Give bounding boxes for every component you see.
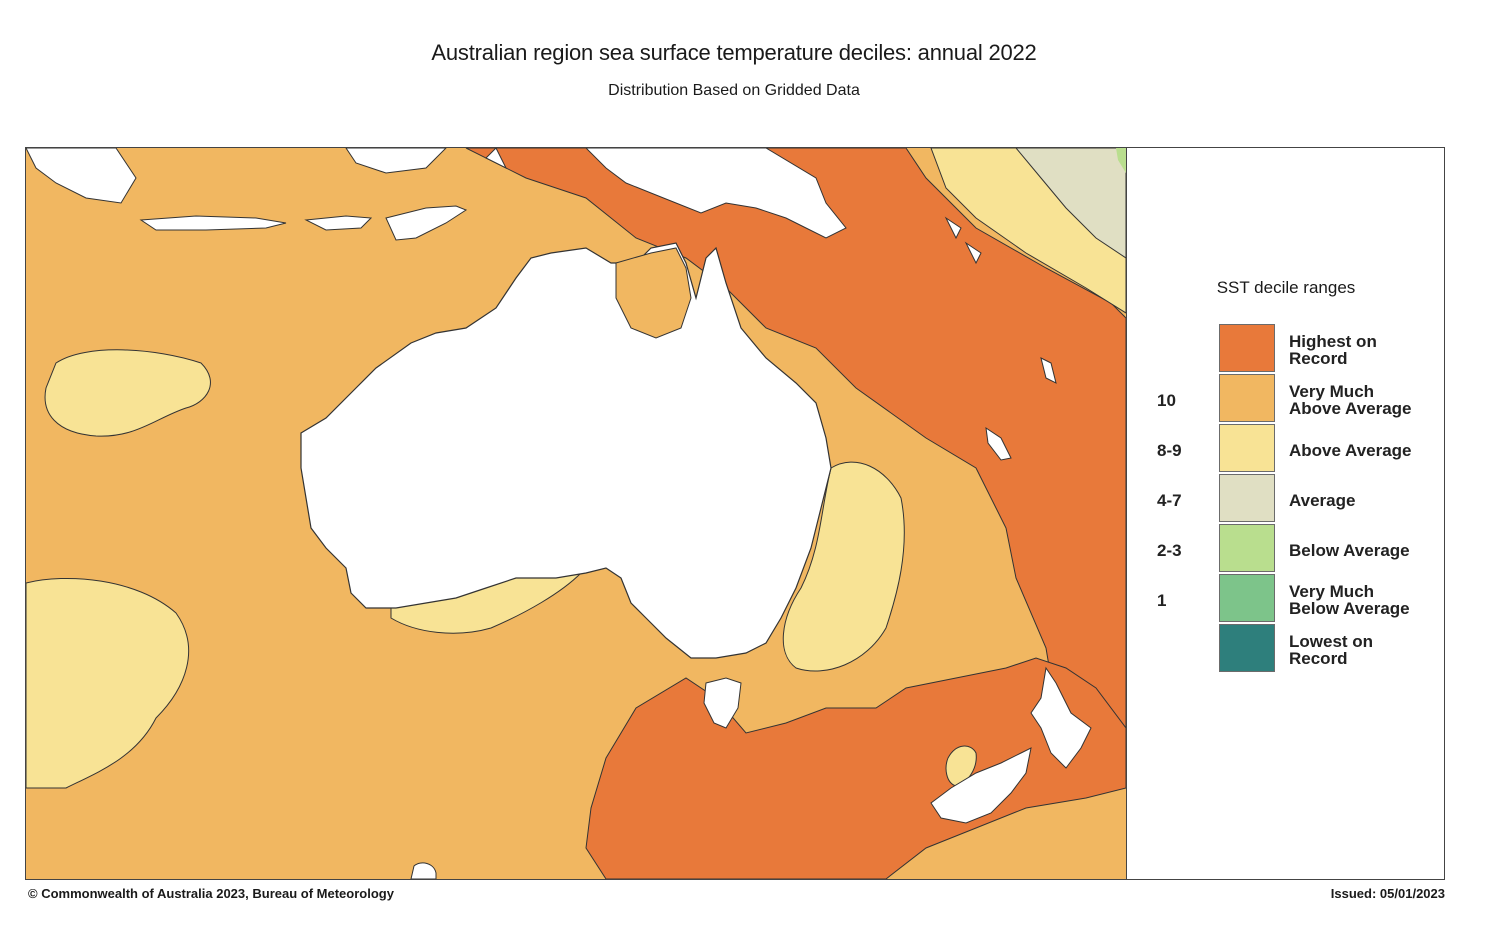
map-title: Australian region sea surface temperatur…	[431, 40, 1037, 65]
legend-label-lowest-on-record: Lowest on Record	[1289, 632, 1374, 668]
small-islet	[410, 862, 437, 879]
decile-number-4-7: 4-7	[1157, 491, 1182, 510]
gulf-of-carpentaria	[615, 247, 692, 339]
legend-swatch-very-much-below-average	[1219, 574, 1275, 622]
map-subtitle: Distribution Based on Gridded Data	[608, 82, 860, 99]
region-above-average-southwest	[26, 577, 190, 789]
legend-swatch-highest-on-record	[1219, 324, 1275, 372]
legend-label-very-much-below-average: Very Much Below Average	[1289, 582, 1410, 618]
legend-swatch-below-average	[1219, 524, 1275, 572]
australia-mainland	[300, 242, 832, 659]
region-above-average-east-coast	[782, 461, 905, 672]
legend-label-highest-on-record: Highest on Record	[1289, 332, 1377, 368]
decile-number-2-3: 2-3	[1157, 541, 1182, 560]
region-below-average-corner	[1116, 148, 1126, 173]
tasmania	[703, 677, 742, 729]
legend-panel: SST decile ranges Highest on Record Very…	[1127, 148, 1445, 879]
decile-number-1: 1	[1157, 591, 1167, 610]
legend-title: SST decile ranges	[1216, 278, 1356, 297]
new-guinea	[585, 148, 847, 239]
legend-swatch-above-average	[1219, 424, 1275, 472]
region-above-average-nz	[945, 745, 977, 787]
legend-swatch-lowest-on-record	[1219, 624, 1275, 672]
new-zealand-north	[1030, 666, 1092, 769]
sst-decile-map	[26, 148, 1127, 879]
new-zealand-south	[930, 747, 1032, 824]
map-frame: SST decile ranges Highest on Record Very…	[25, 147, 1445, 880]
indonesia-islands	[26, 148, 508, 241]
decile-number-8-9: 8-9	[1157, 441, 1182, 460]
legend-swatch-average	[1219, 474, 1275, 522]
region-average-northeast	[1015, 148, 1126, 259]
region-above-average-west	[44, 349, 211, 437]
copyright-notice: © Commonwealth of Australia 2023, Bureau…	[28, 886, 394, 901]
pacific-islands	[944, 216, 1057, 461]
issued-date: Issued: 05/01/2023	[1330, 886, 1445, 901]
legend-label-very-much-above-average: Very Much Above Average	[1289, 382, 1412, 418]
legend-label-average: Average	[1289, 491, 1356, 510]
decile-number-10: 10	[1157, 391, 1176, 410]
legend-swatch-very-much-above-average	[1219, 374, 1275, 422]
legend-label-above-average: Above Average	[1289, 441, 1412, 460]
legend-label-below-average: Below Average	[1289, 541, 1410, 560]
